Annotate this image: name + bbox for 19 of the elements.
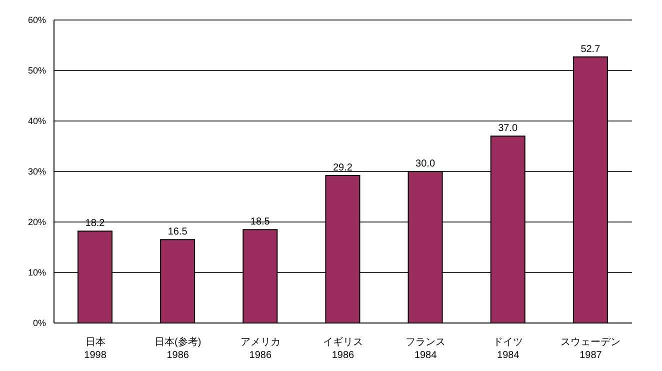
x-tick-label: ドイツ 1984 — [493, 337, 524, 361]
y-tick-label: 40% — [28, 116, 46, 126]
y-tick-label: 10% — [28, 268, 46, 278]
data-label: 37.0 — [498, 123, 518, 134]
data-label: 52.7 — [580, 44, 601, 55]
x-tick-label: フランス 1984 — [406, 337, 446, 361]
data-label: 30.0 — [416, 158, 436, 170]
x-tick-label: 日本(参考) 1986 — [154, 336, 202, 361]
y-tick-label: 60% — [28, 15, 46, 26]
y-tick-label: 30% — [28, 166, 46, 177]
x-tick-label: スウェーデン 1987 — [560, 337, 621, 361]
data-label: 29.2 — [332, 162, 353, 174]
data-label: 16.5 — [168, 226, 188, 238]
y-tick-label: 20% — [28, 217, 46, 228]
x-tick-label: 日本 1998 — [84, 336, 107, 361]
x-tick-label: アメリカ 1986 — [240, 337, 280, 361]
y-tick-label: 50% — [28, 66, 46, 76]
y-tick-label: 0% — [32, 318, 46, 328]
x-tick-label: イギリス 1986 — [323, 336, 363, 361]
